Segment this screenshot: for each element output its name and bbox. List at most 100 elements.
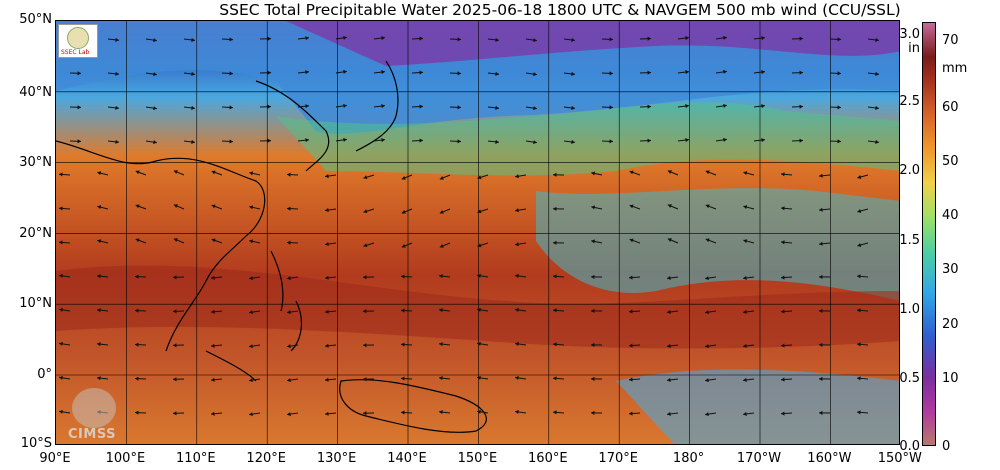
wind-arrowhead [875,139,879,144]
wind-arrowhead [457,139,461,144]
wind-arrowhead [819,376,823,381]
wind-arrowhead [153,38,157,43]
wind-arrowhead [211,204,216,209]
wind-arrowhead [401,410,405,415]
lon-label: 100°E [105,451,146,466]
wind-arrowhead [439,209,444,214]
wind-arrowhead [59,172,63,177]
wind-arrowhead [875,71,879,76]
wind-arrowhead [629,238,634,243]
lon-label: 110°E [176,451,216,466]
wind-arrowhead [533,106,537,111]
wind-arrowhead [191,105,195,111]
wind-arrowhead [173,343,177,348]
wind-arrowhead [781,275,785,280]
wind-arrowhead [363,243,368,248]
wind-arrowhead [305,70,309,75]
wind-arrowhead [857,174,862,179]
wind-arrowhead [401,243,406,248]
wind-arrowhead [287,206,291,211]
wind-arrowhead [211,343,215,348]
wind-arrowhead [305,138,309,143]
wind-arrowhead [781,411,785,416]
wind-arrowhead [77,105,81,110]
wind-arrowhead [419,104,423,109]
lon-label: 170°W [736,451,782,466]
wind-arrowhead [97,171,102,176]
wind-arrowhead [59,307,63,312]
wind-arrowhead [743,411,747,417]
wind-arrowhead [477,307,481,312]
wind-vectors [58,35,879,417]
wind-arrowhead [743,309,747,315]
wind-arrowhead [743,343,747,349]
colorbar-mm-tick: 70 [942,33,959,48]
wind-arrowhead [495,37,499,42]
wind-arrowhead [685,70,689,75]
wind-arrowhead [647,70,651,75]
lon-label: 180° [672,451,705,466]
wind-arrowhead [325,377,329,382]
wind-arrowhead [439,376,443,381]
wind-arrowhead [723,35,727,40]
wind-arrowhead [173,377,177,382]
wind-arrowhead [115,139,119,144]
wind-arrowhead [211,411,215,416]
wind-arrowhead [629,377,633,382]
wind-arrowhead [515,409,519,415]
wind-arrowhead [305,36,309,41]
wind-arrowhead [533,72,537,77]
wind-arrowhead [59,375,63,380]
wind-arrowhead [819,274,823,279]
wind-arrowhead [647,104,651,109]
wind-arrowhead [857,376,861,381]
wind-arrowhead [629,275,633,280]
moist-itcz-band [56,265,899,349]
wind-arrowhead [381,104,385,109]
wind-arrowhead [533,38,537,43]
wind-arrowhead [571,105,575,110]
wind-arrowhead [667,170,672,174]
wind-arrowhead [191,37,195,43]
wind-arrowhead [115,37,119,42]
philippines-coastline [270,250,303,352]
wind-arrowhead [781,309,785,314]
wind-arrowhead [363,377,367,382]
wind-arrowhead [819,207,823,212]
wind-arrowhead [515,174,519,179]
wind-arrowhead [249,310,253,315]
wind-arrowhead [249,276,253,281]
wind-arrowhead [553,342,557,347]
wind-arrowhead [457,37,461,42]
wind-arrowhead [477,209,482,214]
lon-label: 160°E [528,451,568,466]
wind-arrowhead [439,342,443,347]
wind-arrowhead [97,205,102,210]
wind-arrowhead [705,412,709,417]
wind-arrowhead [363,209,368,214]
wind-arrowhead [325,309,329,314]
wind-arrowhead [267,138,271,143]
wind-arrowhead [173,275,177,280]
lon-label: 130°E [316,451,357,466]
wind-arrowhead [723,137,727,142]
wind-arrowhead [553,172,557,177]
wind-arrowhead [743,171,748,176]
wind-arrowhead [591,171,596,176]
new-guinea-coastline [339,379,487,433]
southeast-dry-tongue [616,369,899,444]
wind-arrowhead [287,412,291,417]
wind-arrowhead [723,103,727,108]
colorbar-mm-tick: 30 [942,262,959,277]
dry-north-region [56,21,899,134]
lat-label: 40°N [19,85,52,100]
wind-arrowhead [173,238,178,242]
wind-arrowhead [439,175,444,180]
wind-arrowhead [211,170,216,175]
lat-label: 50°N [19,12,52,27]
wind-arrowhead [761,36,765,41]
wind-arrowhead [249,171,254,176]
wind-arrowhead [591,308,595,314]
wind-arrowhead [401,274,405,279]
lon-label: 90°E [39,451,71,466]
